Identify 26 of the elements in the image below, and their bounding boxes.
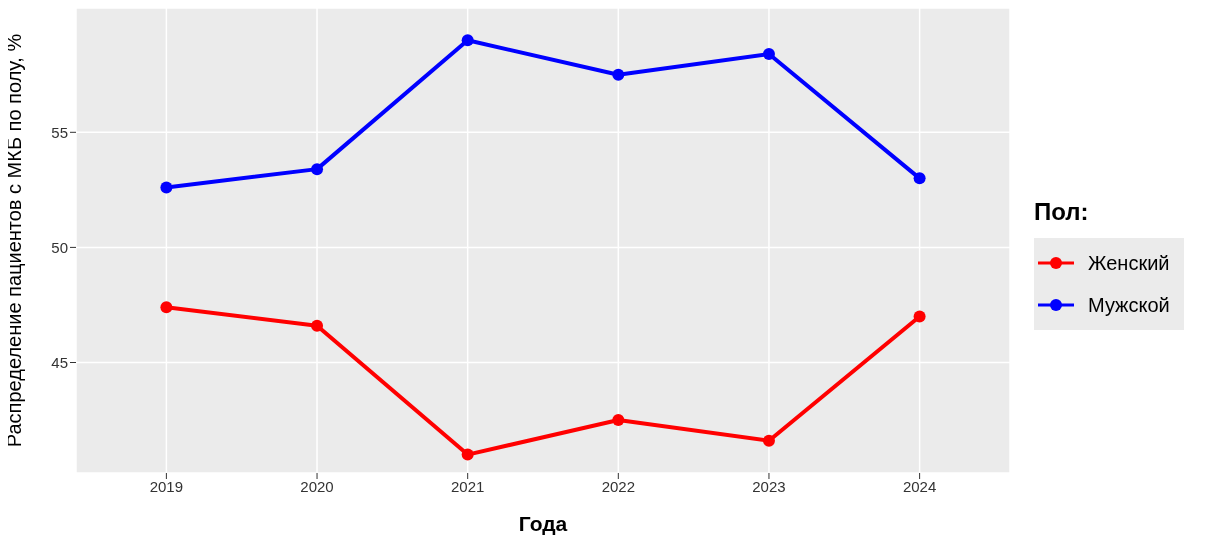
point [461,448,474,461]
legend-label: Женский [1088,251,1170,275]
point [762,434,775,447]
x-tick-label: 2019 [149,477,184,495]
point [160,181,173,194]
point [311,319,324,332]
legend-title: Пол: [1034,198,1090,226]
point [913,172,926,185]
y-tick-label: 45 [51,353,68,371]
x-tick-label: 2023 [752,477,786,495]
y-tick-label: 50 [51,238,68,256]
x-tick-label: 2021 [450,477,485,495]
x-tick-label: 2024 [902,477,937,495]
point [461,34,474,47]
point [311,163,324,176]
point [612,414,625,427]
point [913,310,926,323]
y-axis-title: Распределение пациентов с МКБ по полу, % [3,33,26,448]
x-tick-label: 2020 [300,477,334,495]
point [160,301,173,314]
legend-label: Мужской [1088,293,1170,317]
x-axis-title: Года [518,512,568,535]
x-tick-label: 2022 [601,477,636,495]
point [762,48,775,61]
point [612,68,625,81]
y-tick-label: 55 [51,123,68,141]
